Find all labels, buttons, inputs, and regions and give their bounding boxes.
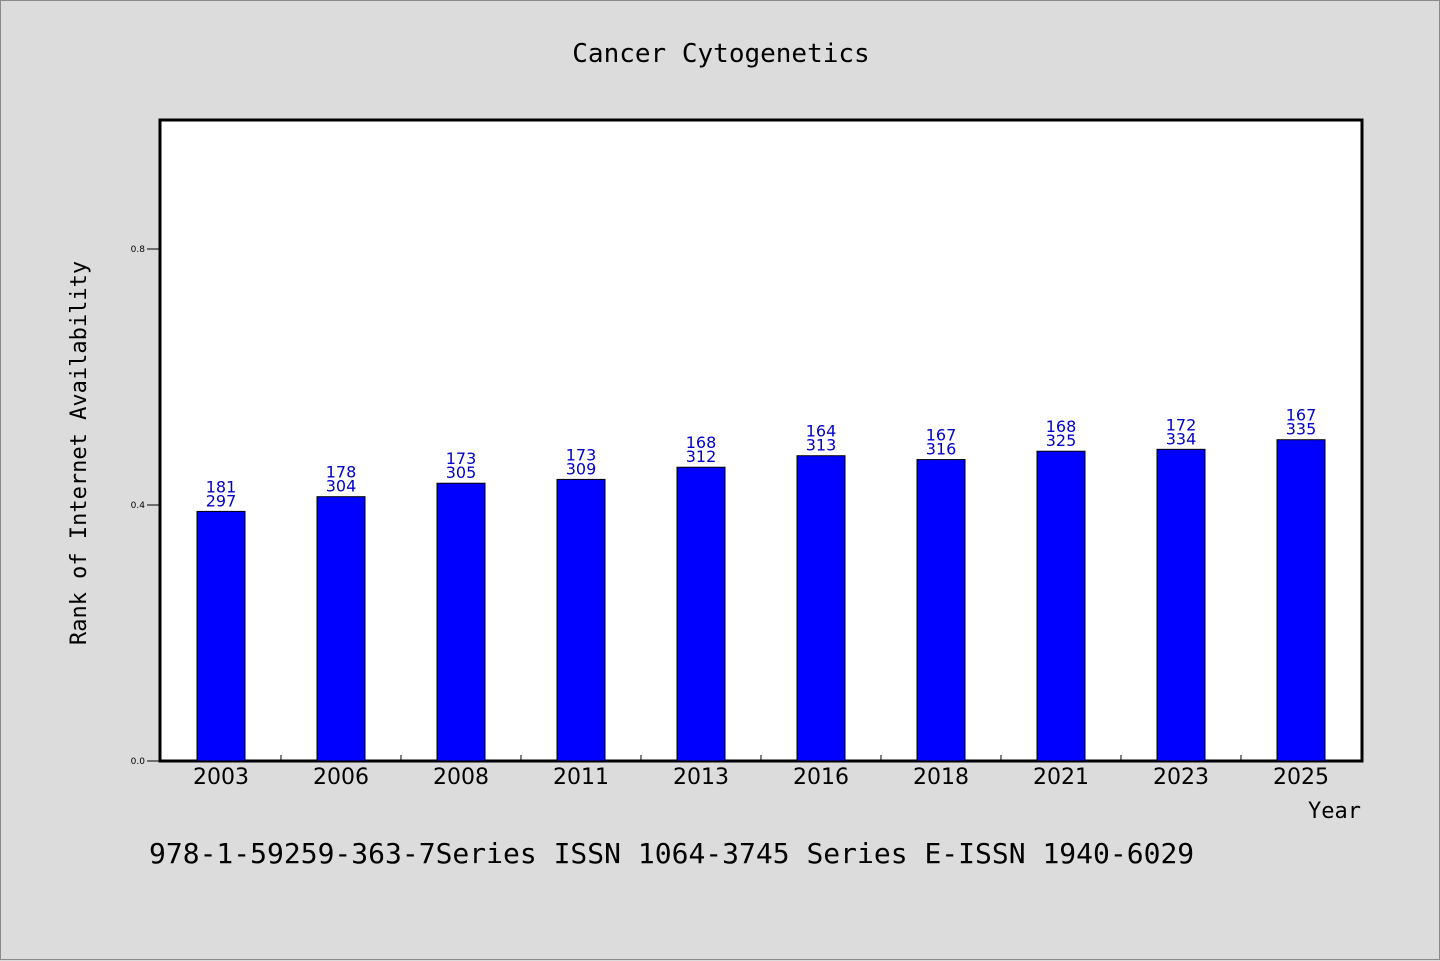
footer-isbn-issn: 978-1-59259-363-7Series ISSN 1064-3745 S… — [149, 837, 1194, 870]
bar-label-top: 164 — [806, 422, 837, 441]
x-tick-label: 2006 — [313, 765, 369, 790]
x-tick-label: 2008 — [433, 765, 489, 790]
bar-2006 — [316, 496, 366, 762]
bar-label-top: 167 — [926, 426, 957, 445]
chart-title: Cancer Cytogenetics — [572, 39, 869, 69]
bar-label-top: 172 — [1166, 415, 1197, 434]
bar-2003 — [196, 510, 246, 762]
y-axis-ticks: 0.0 0.4 0.8 — [131, 245, 161, 767]
bar-2025 — [1276, 439, 1326, 762]
bar-label-bottom: 335 — [1286, 420, 1317, 439]
bar-2013 — [676, 466, 726, 762]
x-tick-label: 2003 — [193, 765, 249, 790]
bar-label-bottom: 305 — [446, 463, 477, 482]
bar-label-top: 167 — [1286, 406, 1317, 425]
bar-label-bottom: 325 — [1046, 431, 1077, 450]
bar-label-bottom: 304 — [326, 477, 357, 496]
x-tick-label: 2021 — [1033, 765, 1089, 790]
bar-2023 — [1156, 448, 1206, 762]
bar-label-bottom: 316 — [926, 440, 957, 459]
x-tick-label: 2016 — [793, 765, 849, 790]
bar-2021 — [1036, 450, 1086, 762]
bar-label-bottom: 313 — [806, 436, 837, 455]
bar-2011 — [556, 478, 606, 762]
x-tick-label: 2025 — [1273, 765, 1329, 790]
y-tick-label: 0.8 — [131, 245, 146, 255]
x-axis-labels: 2003 2006 2008 2011 2013 2016 2018 2021 2023 2025 — [193, 765, 1329, 790]
bar-label-top: 168 — [1046, 417, 1077, 436]
bar-label-top: 178 — [326, 463, 357, 482]
x-axis-title: Year — [1308, 799, 1361, 824]
y-tick-label: 0.4 — [131, 501, 146, 511]
y-tick-label: 0.0 — [131, 757, 146, 767]
bar-label-top: 173 — [446, 449, 477, 468]
bar-label-bottom: 334 — [1166, 429, 1197, 448]
x-axis-ticks — [280, 755, 1242, 761]
bar-label-bottom: 297 — [206, 491, 237, 510]
x-tick-label: 2018 — [913, 765, 969, 790]
x-tick-label: 2011 — [553, 765, 609, 790]
x-tick-label: 2013 — [673, 765, 729, 790]
x-tick-label: 2023 — [1153, 765, 1209, 790]
bar-2018 — [916, 459, 966, 762]
y-axis-title: Rank of Internet Availability — [67, 261, 92, 645]
bar-labels: 1812971783041733051733091683121643131673… — [206, 406, 1317, 511]
bar-label-top: 173 — [566, 445, 597, 464]
bar-2016 — [796, 455, 846, 762]
bar-label-bottom: 309 — [566, 459, 597, 478]
bar-label-top: 168 — [686, 433, 717, 452]
bar-label-top: 181 — [206, 477, 237, 496]
bar-label-bottom: 312 — [686, 447, 717, 466]
bar-2008 — [436, 482, 486, 762]
bars — [196, 439, 1326, 762]
